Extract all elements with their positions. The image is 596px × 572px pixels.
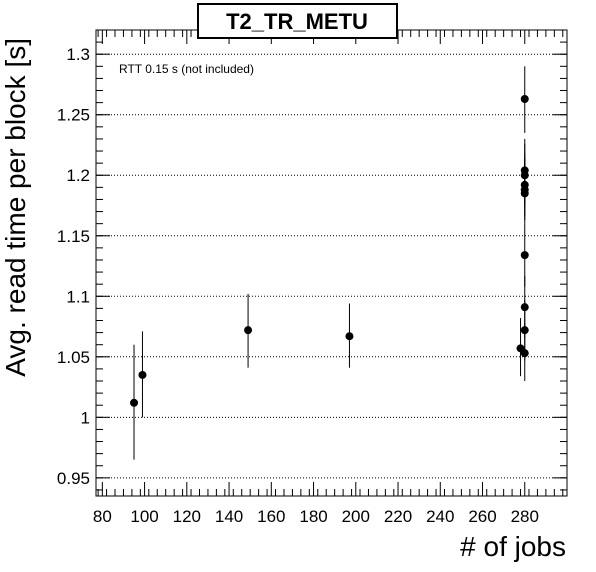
axis-ticks: [96, 29, 567, 496]
x-tick-label: 260: [468, 507, 496, 526]
data-point: [520, 349, 529, 358]
data-point: [138, 370, 147, 379]
x-tick-label: 200: [342, 507, 370, 526]
y-tick-label: 1.2: [66, 166, 90, 185]
y-tick-label: 1.1: [66, 287, 90, 306]
data-point: [130, 398, 139, 407]
x-tick-label: 160: [257, 507, 285, 526]
x-tick-label: 140: [215, 507, 243, 526]
y-tick-label: 0.95: [57, 469, 90, 488]
y-tick-label: 1.25: [57, 106, 90, 125]
x-tick-label: 180: [299, 507, 327, 526]
x-tick-label: 280: [511, 507, 539, 526]
data-point: [244, 326, 253, 335]
data-point: [520, 251, 529, 260]
y-tick-label: 1.05: [57, 348, 90, 367]
grid: [96, 53, 567, 479]
data-point: [520, 94, 529, 103]
y-tick-label: 1.15: [57, 227, 90, 246]
title-box: [197, 3, 398, 39]
data-point: [520, 189, 529, 198]
y-axis-title: Avg. read time per block [s]: [0, 38, 31, 377]
y-tick-label: 1: [81, 408, 90, 427]
x-tick-label: 100: [130, 507, 158, 526]
tick-labels: 0.95 1 1.05 1.1 1.15 1.2 1.25 1.3 80 100 120 140 160…: [57, 45, 539, 526]
plot-frame: [95, 29, 568, 497]
x-axis-title: # of jobs: [460, 531, 566, 562]
annotation-rtt: RTT 0.15 s (not included): [119, 62, 254, 76]
x-tick-label: 240: [426, 507, 454, 526]
data-points: [130, 66, 529, 460]
data-point: [345, 332, 354, 341]
chart-title: T2_TR_METU: [226, 9, 368, 34]
x-tick-label: 120: [173, 507, 201, 526]
x-tick-label: 80: [93, 507, 112, 526]
x-tick-label: 220: [384, 507, 412, 526]
y-tick-label: 1.3: [66, 45, 90, 64]
